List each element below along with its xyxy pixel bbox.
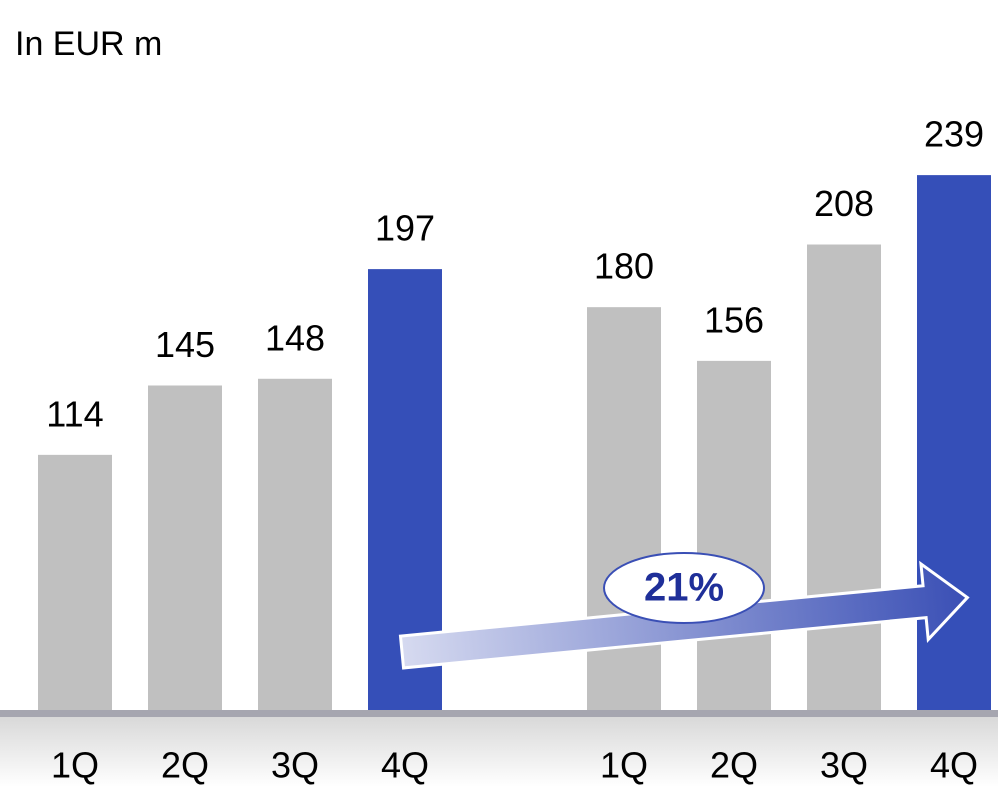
x-tick-label: 1Q: [51, 745, 99, 786]
annotation-bubble: [603, 552, 765, 624]
x-tick-label: 1Q: [600, 745, 648, 786]
bars: 114 1Q 145 2Q 148 3Q 197 4Q 180 1Q 156 2Q 208 3Q 239 4Q: [38, 114, 991, 786]
baseline: [0, 710, 998, 717]
bar: [148, 385, 222, 710]
x-tick-label: 4Q: [930, 745, 978, 786]
value-label: 148: [265, 317, 325, 358]
floor: [0, 716, 998, 787]
bar: [258, 378, 332, 710]
x-tick-label: 2Q: [161, 745, 209, 786]
bar: [807, 244, 881, 710]
x-tick-label: 4Q: [381, 745, 429, 786]
value-label: 208: [814, 183, 874, 224]
value-label: 239: [924, 114, 984, 155]
annotation: 21%: [644, 566, 724, 610]
value-label: 156: [704, 299, 764, 340]
x-tick-label: 3Q: [271, 745, 319, 786]
value-label: 145: [155, 324, 215, 365]
x-tick-label: 3Q: [820, 745, 868, 786]
bar: [697, 360, 771, 710]
bar: [38, 454, 112, 710]
value-label: 180: [594, 246, 654, 287]
chart-title: In EUR m: [15, 25, 162, 63]
value-label: 197: [375, 208, 435, 249]
value-label: 114: [46, 393, 103, 434]
x-tick-label: 2Q: [710, 745, 758, 786]
